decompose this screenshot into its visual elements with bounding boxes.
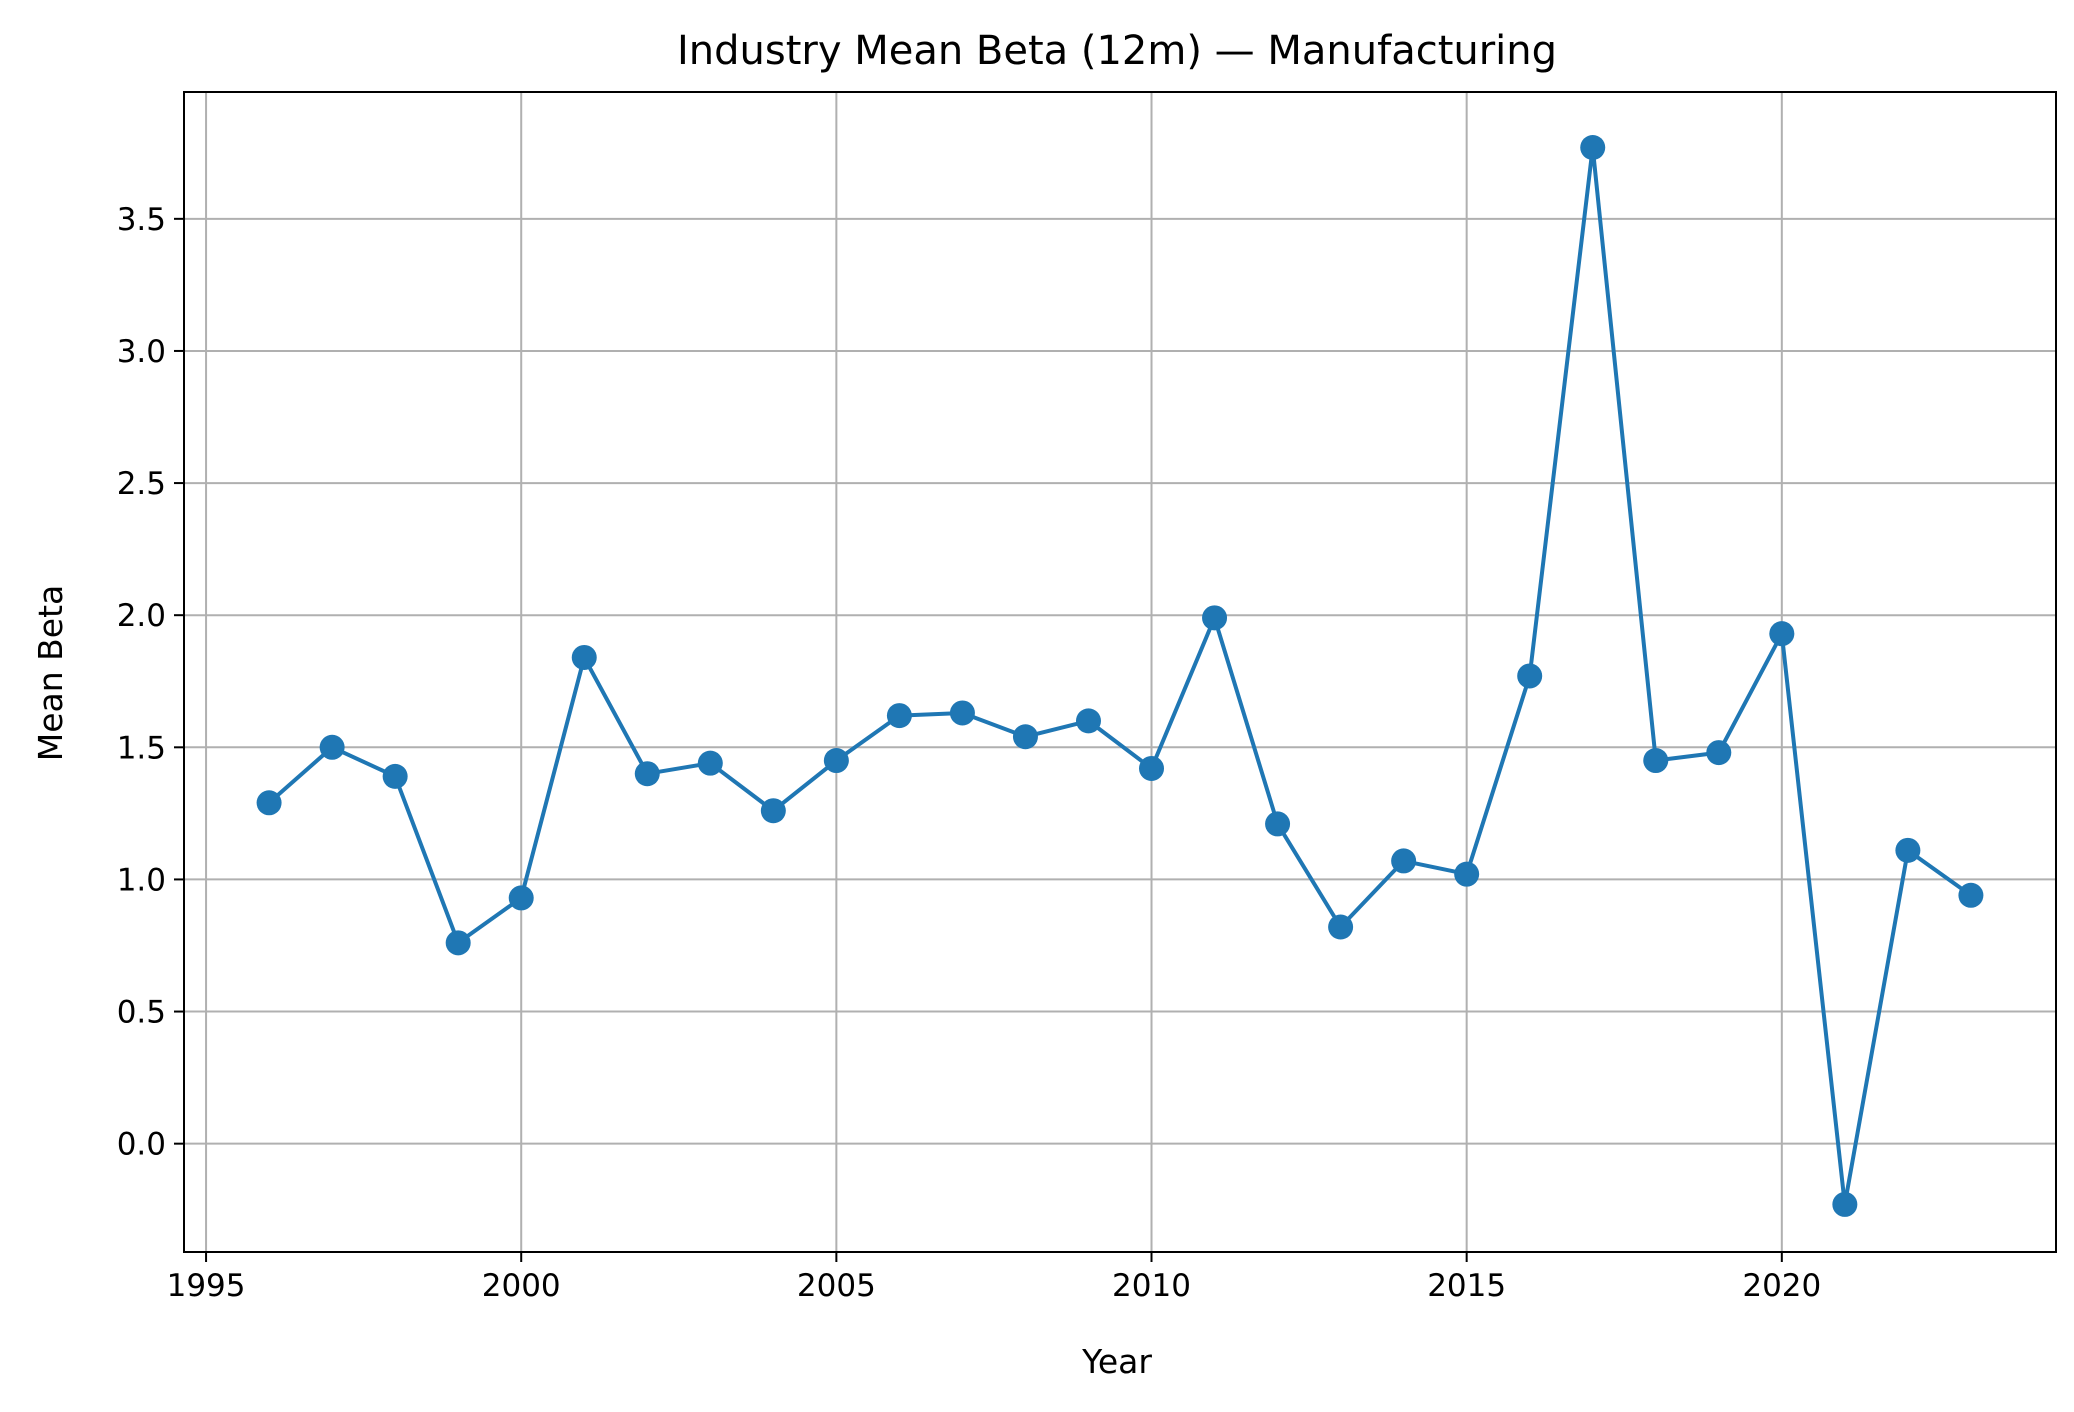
data-point [1265,811,1291,837]
data-point [319,734,345,760]
data-point [760,798,786,824]
data-point [508,885,534,911]
y-axis-label: Mean Beta [31,585,70,762]
data-point [1580,134,1606,160]
y-tick-label: 3.0 [117,334,166,370]
y-tick-label: 3.5 [117,202,166,238]
y-tick-label: 0.5 [117,995,166,1031]
data-point [949,700,975,726]
y-tick-label: 1.0 [117,862,166,898]
data-point [256,790,282,816]
data-point [382,763,408,789]
data-point [1706,740,1732,766]
data-point [1202,605,1228,631]
data-point [1454,861,1480,887]
x-tick-label: 2005 [797,1268,876,1304]
data-point [634,761,660,787]
x-tick-label: 2015 [1427,1268,1506,1304]
series-line [267,145,1973,1207]
data-point [1328,914,1354,940]
data-point [1832,1191,1858,1217]
data-point [697,750,723,776]
series-layer [256,134,1984,1217]
x-tick-label: 2010 [1112,1268,1191,1304]
data-point [886,703,912,729]
data-point [1958,882,1984,908]
data-point [1012,724,1038,750]
plot-frame [183,91,2057,1253]
data-point [1643,748,1669,774]
data-point [1769,621,1795,647]
y-tick-label: 2.0 [117,598,166,634]
chart-title: Industry Mean Beta (12m) — Manufacturing [677,28,1557,74]
data-point [1895,837,1921,863]
data-point [571,644,597,670]
data-point [1139,755,1165,781]
x-tick-label: 2020 [1742,1268,1821,1304]
x-tick-label: 1995 [167,1268,246,1304]
x-axis-label: Year [1081,1342,1152,1381]
data-point [823,748,849,774]
y-tick-label: 0.0 [117,1127,166,1163]
y-tick-label: 2.5 [117,466,166,502]
data-point [1391,848,1417,874]
y-tick-label: 1.5 [117,730,166,766]
data-point [1075,708,1101,734]
ticks: 1995 2000 2005 2010 2015 2020 0.0 0.5 1.0 1.5 2.0 2… [117,202,1822,1304]
grid [184,92,2056,1252]
data-point [1517,663,1543,689]
x-tick-label: 2000 [482,1268,561,1304]
data-point [445,930,471,956]
